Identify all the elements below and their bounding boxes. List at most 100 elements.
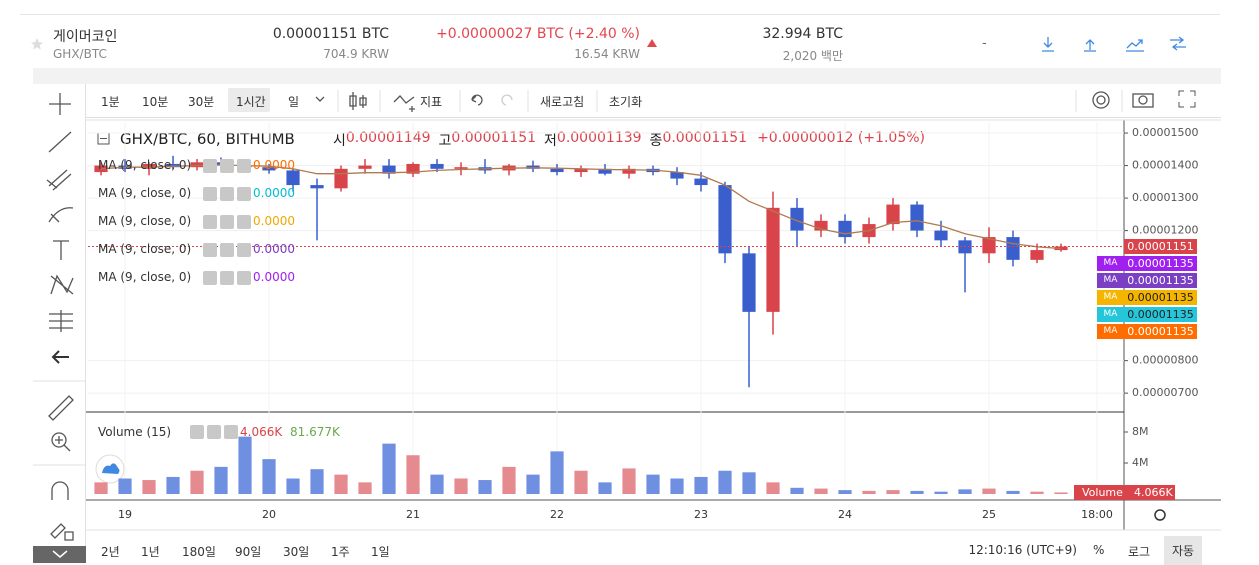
candle-body — [286, 170, 300, 186]
interval-button[interactable]: 30분 — [188, 95, 215, 109]
range-button[interactable]: 2년 — [101, 545, 120, 559]
volume-study-name[interactable]: Volume (15) — [98, 425, 172, 439]
volume-bar — [214, 466, 228, 494]
study-name[interactable]: MA (9, close, 0) — [98, 270, 192, 284]
action-icons[interactable] — [1038, 34, 1188, 54]
coin-name: 게이머코인 — [53, 29, 118, 45]
drawing-toolbar — [33, 84, 86, 563]
study-name[interactable]: MA (9, close, 0) — [98, 186, 192, 200]
fullscreen-icon[interactable] — [1177, 89, 1197, 109]
range-button[interactable]: 1주 — [331, 545, 350, 559]
study-value: 0.0000 — [253, 158, 295, 172]
volume-bar — [454, 478, 468, 494]
volume-bar — [646, 474, 660, 494]
study-name[interactable]: MA (9, close, 0) — [98, 242, 192, 256]
study-value: 0.0000 — [253, 270, 295, 284]
study-control[interactable] — [203, 187, 217, 201]
indicator-button[interactable]: 지표 — [420, 95, 443, 109]
candle-body — [574, 168, 588, 173]
volume-bar — [166, 476, 180, 494]
range-button[interactable]: 180일 — [182, 545, 216, 559]
volume-bar — [430, 474, 444, 494]
auto-toggle[interactable]: 자동 — [1164, 536, 1203, 565]
study-control[interactable] — [237, 187, 251, 201]
volume-bar — [262, 459, 276, 494]
candle-body — [1006, 237, 1020, 260]
study-control[interactable] — [224, 425, 238, 439]
interval-button[interactable]: 일 — [288, 95, 300, 109]
range-button[interactable]: 30일 — [283, 545, 310, 559]
volume-bar — [742, 472, 756, 494]
refresh-button[interactable]: 새로고침 — [540, 95, 585, 109]
candle-body — [982, 237, 996, 254]
study-control[interactable] — [237, 243, 251, 257]
close-value: 0.00001151 — [662, 130, 748, 146]
ma-tag-label: MA — [1097, 273, 1124, 288]
study-control[interactable] — [220, 159, 234, 173]
volume-bar — [598, 482, 612, 494]
candle-body — [742, 253, 756, 312]
study-value: 0.0000 — [253, 186, 295, 200]
volume-bar — [382, 443, 396, 494]
range-button[interactable]: 90일 — [235, 545, 262, 559]
study-control[interactable] — [203, 243, 217, 257]
last-price-tag: 0.00001151 — [1124, 239, 1197, 254]
candle-body — [142, 163, 156, 169]
volume-bar — [94, 482, 108, 494]
dash: - — [982, 36, 987, 51]
candle-body — [670, 172, 684, 179]
ma-line — [100, 164, 1062, 250]
percent-toggle[interactable]: % — [1093, 543, 1105, 557]
reset-button[interactable]: 초기화 — [609, 95, 643, 109]
study-control[interactable] — [203, 159, 217, 173]
volume-bar — [934, 491, 948, 494]
candle-body — [910, 204, 924, 231]
divider — [20, 14, 1220, 15]
candle-body — [550, 168, 564, 173]
interval-button[interactable]: 1시간 — [236, 95, 266, 109]
interval-button[interactable]: 1분 — [101, 95, 120, 109]
candle-body — [358, 165, 372, 169]
study-control[interactable] — [237, 215, 251, 229]
study-control[interactable] — [203, 215, 217, 229]
high-label: 고 — [438, 133, 452, 149]
log-toggle[interactable]: 로그 — [1128, 545, 1151, 559]
toolbar-icons[interactable] — [310, 86, 1160, 116]
study-control[interactable] — [203, 271, 217, 285]
volume-bar — [1054, 492, 1068, 494]
range-button[interactable]: 1년 — [141, 545, 160, 559]
favorite-star[interactable] — [30, 37, 44, 51]
study-control[interactable] — [220, 271, 234, 285]
volume-bar — [718, 470, 732, 494]
study-control[interactable] — [237, 271, 251, 285]
change: +0.00000027 BTC (+2.40 %) — [436, 26, 640, 42]
study-control[interactable] — [237, 159, 251, 173]
interval-button[interactable]: 10분 — [142, 95, 169, 109]
study-control[interactable] — [190, 425, 204, 439]
candle-body — [406, 163, 420, 174]
candle-body — [814, 220, 828, 231]
candle-body — [190, 162, 204, 168]
volume-bar — [958, 489, 972, 494]
volume-average: 81.677K — [290, 425, 340, 439]
study-control[interactable] — [207, 425, 221, 439]
volume-bar — [622, 468, 636, 494]
ma-tag-value: 0.00001135 — [1124, 307, 1197, 322]
drawing-tools[interactable] — [33, 84, 86, 563]
study-name[interactable]: MA (9, close, 0) — [98, 214, 192, 228]
volume-value: 4.066K — [240, 425, 283, 439]
change-value: +0.00000012 (+1.05%) — [757, 130, 925, 146]
price: 0.00001151 BTC — [272, 26, 389, 42]
candle-body — [622, 168, 636, 174]
study-name[interactable]: MA (9, close, 0) — [98, 158, 192, 172]
candle-body — [382, 165, 396, 174]
volume-tag-label: Volume — [1082, 486, 1123, 499]
study-control[interactable] — [220, 215, 234, 229]
ma-tag-label: MA — [1097, 307, 1124, 322]
study-control[interactable] — [220, 243, 234, 257]
range-button[interactable]: 1일 — [371, 545, 390, 559]
candle-body — [598, 168, 612, 174]
ma-tag-value: 0.00001135 — [1124, 273, 1197, 288]
study-control[interactable] — [220, 187, 234, 201]
symbol[interactable]: GHX/BTC, 60, BITHUMB — [120, 130, 295, 148]
